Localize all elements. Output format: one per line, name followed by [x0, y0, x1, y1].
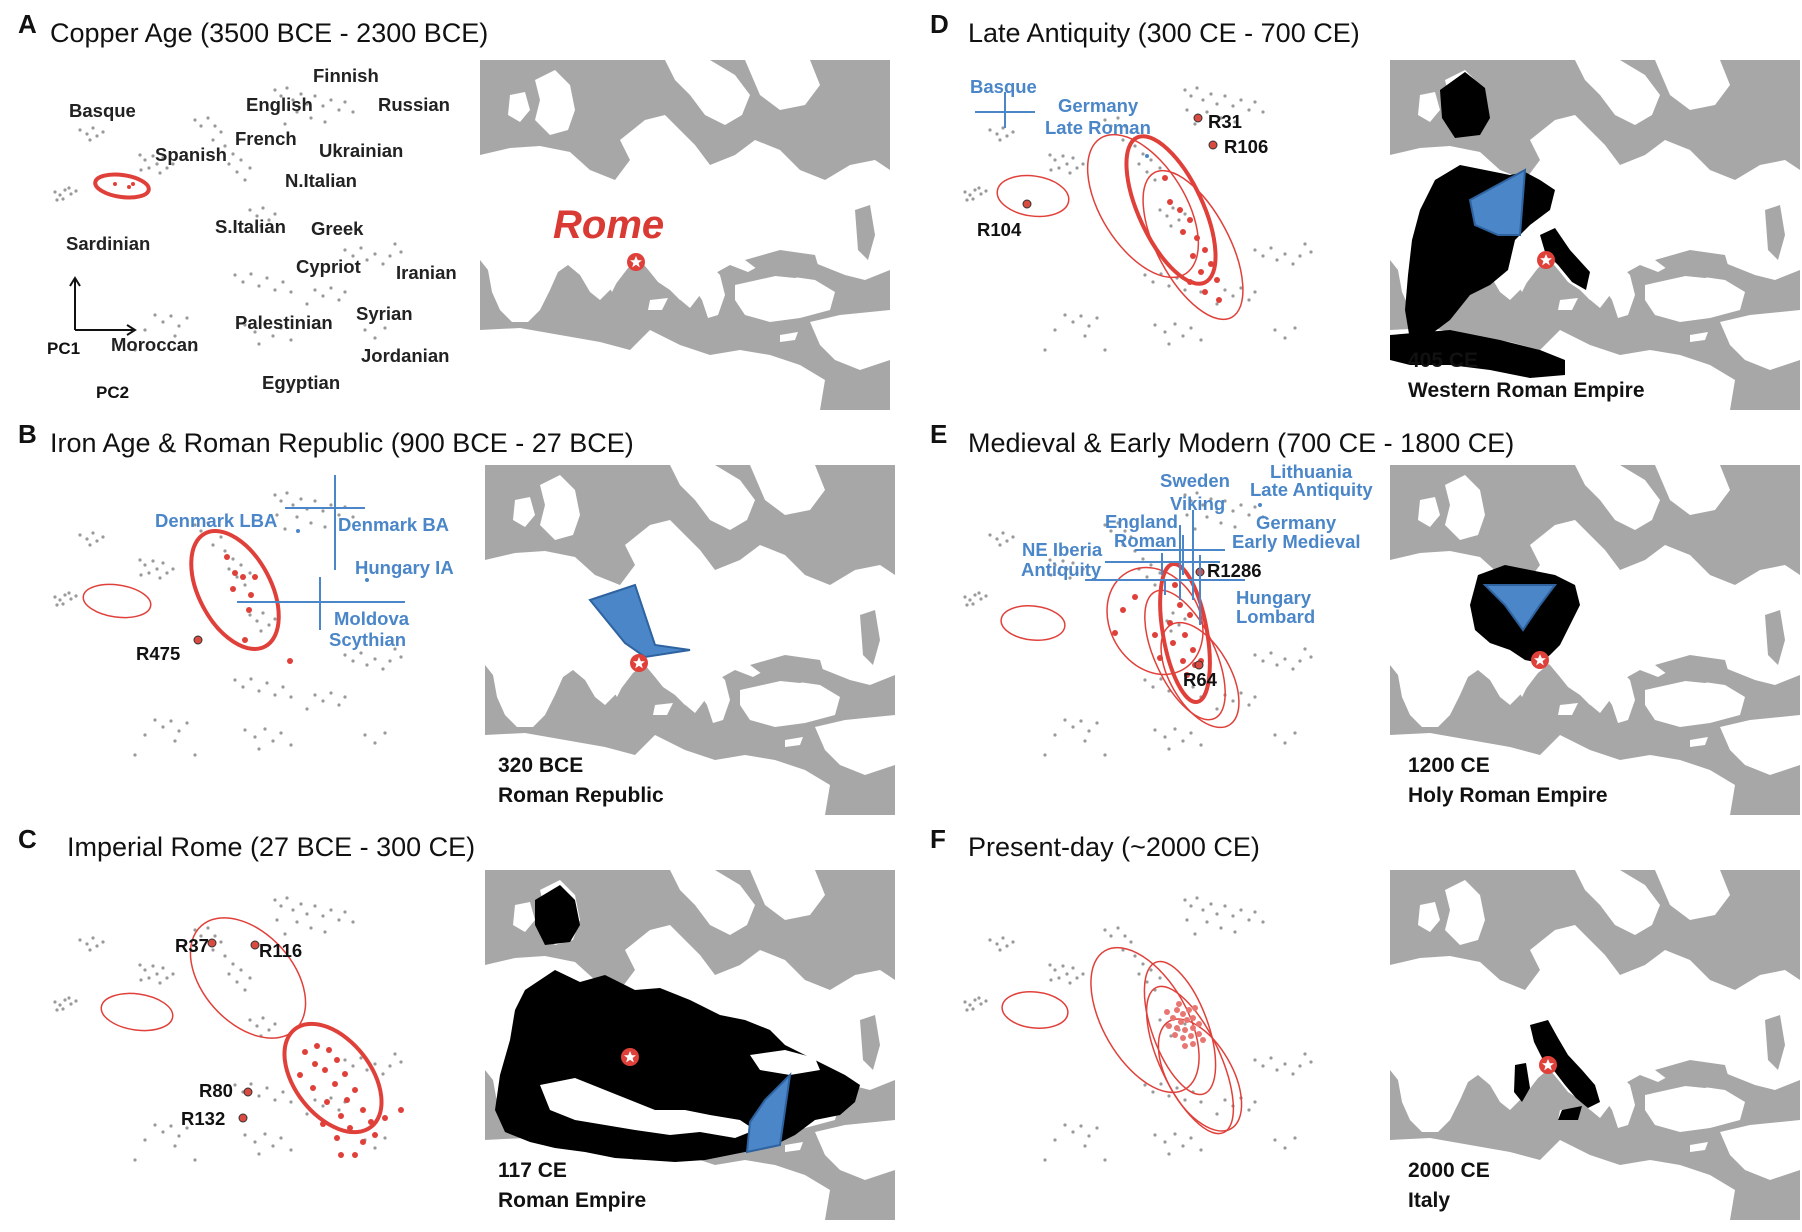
- ref-label: Late Antiquity: [1250, 479, 1373, 500]
- pca-plot: [53, 896, 404, 1162]
- map-caption-state: Holy Roman Empire: [1408, 784, 1608, 807]
- panel-f: F Present-day (~2000 CE) 2000 CE Italy: [930, 824, 1800, 1220]
- panel-letter: D: [930, 9, 949, 39]
- map-caption-year: 320 BCE: [498, 754, 583, 777]
- pop-label: Spanish: [155, 144, 227, 165]
- panel-letter: C: [18, 824, 37, 854]
- pop-label: Ukrainian: [319, 140, 403, 161]
- pop-label: Moroccan: [111, 334, 198, 355]
- panel-letter: A: [18, 9, 37, 39]
- ref-label: Late Roman: [1045, 117, 1151, 138]
- ref-label: Antiquity: [1021, 559, 1102, 580]
- ref-label: Hungary: [1236, 587, 1312, 608]
- pop-label: Palestinian: [235, 312, 333, 333]
- panel-d: D Late Antiquity (300 CE - 700 CE) Basqu…: [930, 9, 1800, 410]
- ref-label: Sweden: [1160, 470, 1230, 491]
- ref-label: Viking: [1170, 493, 1225, 514]
- map: [480, 60, 890, 410]
- pop-label: Egyptian: [262, 372, 340, 393]
- ref-label: Scythian: [329, 629, 406, 650]
- sample-label: R116: [259, 940, 302, 961]
- map-caption-state: Western Roman Empire: [1408, 379, 1645, 402]
- panel-title: Iron Age & Roman Republic (900 BCE - 27 …: [50, 428, 634, 458]
- pop-label: Syrian: [356, 303, 413, 324]
- map: [1390, 870, 1800, 1220]
- pop-label: Iranian: [396, 262, 457, 283]
- map: [1390, 465, 1800, 815]
- pop-label: French: [235, 128, 297, 149]
- panel-a: A Copper Age (3500 BCE - 2300 BCE) PC1 P…: [18, 9, 890, 410]
- pca-plot: [963, 896, 1313, 1162]
- pca-plot: [53, 475, 405, 757]
- panel-letter: E: [930, 419, 947, 449]
- sample-label: R1286: [1207, 560, 1262, 581]
- sample-label: R64: [1183, 669, 1218, 690]
- map: [485, 870, 895, 1220]
- sample-label: R37: [175, 935, 209, 956]
- sample-label: R80: [199, 1080, 233, 1101]
- sample-label: R475: [136, 643, 180, 664]
- panel-c: C Imperial Rome (27 BCE - 300 CE) R37 R1…: [18, 824, 895, 1220]
- panel-letter: F: [930, 824, 946, 854]
- map: [485, 465, 895, 815]
- ref-label: Denmark LBA: [155, 510, 277, 531]
- panel-e: E Medieval & Early Modern (700 CE - 1800…: [930, 419, 1800, 815]
- pop-label: N.Italian: [285, 170, 357, 191]
- map-caption-year: 117 CE: [498, 1159, 567, 1182]
- ref-label: Hungary IA: [355, 557, 454, 578]
- panel-title: Medieval & Early Modern (700 CE - 1800 C…: [968, 428, 1514, 458]
- sample-label: R31: [1208, 111, 1242, 132]
- panel-title: Present-day (~2000 CE): [968, 832, 1260, 862]
- panel-letter: B: [18, 419, 37, 449]
- pop-label: S.Italian: [215, 216, 286, 237]
- pop-label: Sardinian: [66, 233, 150, 254]
- map-caption-state: Roman Republic: [498, 784, 664, 807]
- map: [1390, 60, 1800, 410]
- sample-label: R132: [181, 1108, 225, 1129]
- ref-label: Germany: [1256, 512, 1337, 533]
- panel-title: Imperial Rome (27 BCE - 300 CE): [67, 832, 475, 862]
- pca-plot: [53, 86, 403, 352]
- ref-label: Denmark BA: [338, 514, 449, 535]
- pop-label: Greek: [311, 218, 364, 239]
- ref-label: Lombard: [1236, 606, 1315, 627]
- pop-label: Cypriot: [296, 256, 361, 277]
- ref-label: NE Iberia: [1022, 539, 1103, 560]
- ref-label: Early Medieval: [1232, 531, 1361, 552]
- panel-title: Copper Age (3500 BCE - 2300 BCE): [50, 18, 488, 48]
- sample-label: R106: [1224, 136, 1268, 157]
- map-caption-year: 405 CE: [1408, 349, 1478, 372]
- panel-title: Late Antiquity (300 CE - 700 CE): [968, 18, 1360, 48]
- ref-label: Moldova: [334, 608, 410, 629]
- map-caption-year: 2000 CE: [1408, 1159, 1490, 1182]
- map-caption-state: Italy: [1408, 1189, 1450, 1212]
- rome-label: Rome: [553, 203, 664, 247]
- pc1-label: PC1: [47, 339, 80, 358]
- pop-label: English: [246, 94, 313, 115]
- ref-label: Germany: [1058, 95, 1139, 116]
- pc2-label: PC2: [96, 383, 129, 402]
- ref-label: England: [1105, 511, 1178, 532]
- panel-b: B Iron Age & Roman Republic (900 BCE - 2…: [18, 419, 895, 815]
- pop-label: Russian: [378, 94, 450, 115]
- pca-plot: [963, 86, 1313, 352]
- pop-label: Jordanian: [361, 345, 449, 366]
- ref-label: Roman: [1114, 530, 1177, 551]
- map-caption-state: Roman Empire: [498, 1189, 646, 1212]
- ref-label: Basque: [970, 76, 1037, 97]
- ref-label: Lithuania: [1270, 461, 1353, 482]
- sample-label: R104: [977, 219, 1022, 240]
- pop-label: Basque: [69, 100, 136, 121]
- pop-label: Finnish: [313, 65, 379, 86]
- pca-plot: [963, 491, 1313, 757]
- map-caption-year: 1200 CE: [1408, 754, 1490, 777]
